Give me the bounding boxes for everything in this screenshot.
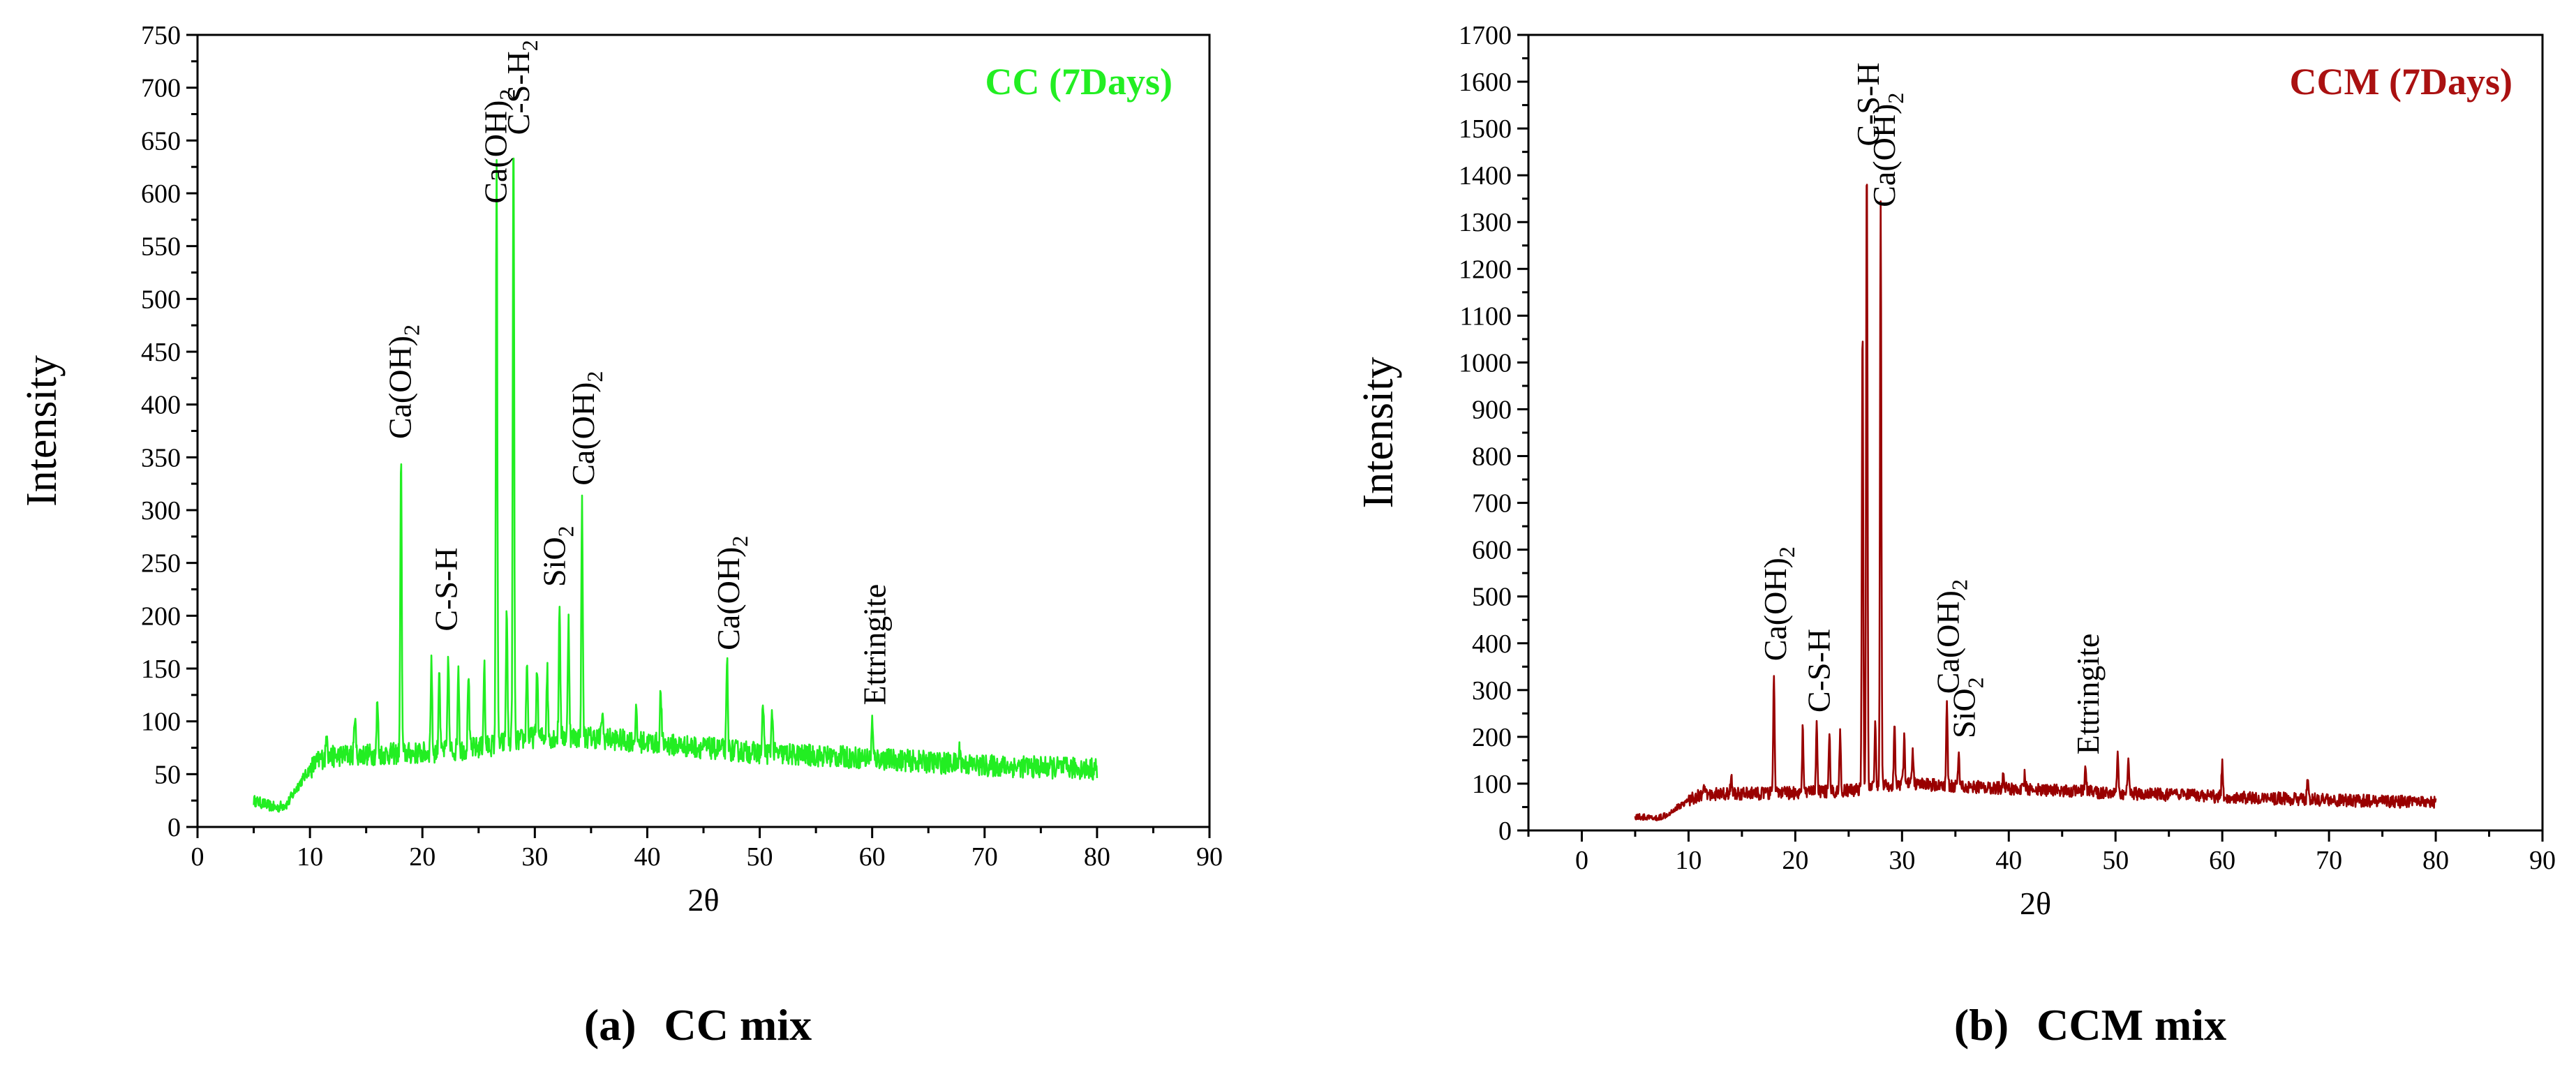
- panel-caption: (a) CC mix: [584, 1000, 812, 1050]
- y-tick-label: 1400: [1459, 161, 1512, 191]
- y-tick-label: 400: [141, 391, 181, 420]
- y-tick-label: 700: [141, 74, 181, 103]
- x-axis-label: 2θ: [2020, 886, 2051, 921]
- y-tick-label: 500: [1472, 583, 1512, 612]
- x-tick-label: 0: [191, 842, 204, 872]
- peak-label: C-S-H2: [500, 40, 542, 135]
- y-axis-label: Intensity: [18, 355, 66, 507]
- y-tick-label: 600: [141, 179, 181, 209]
- peak-label: SiO2: [1946, 677, 1988, 738]
- xrd-series-line: [253, 157, 1099, 813]
- peak-label: Ca(OH)2: [710, 536, 752, 650]
- y-tick-label: 1600: [1459, 68, 1512, 97]
- y-tick-label: 900: [1472, 395, 1512, 424]
- peak-label: Ca(OH)2: [1866, 93, 1908, 207]
- y-tick-label: 450: [141, 338, 181, 367]
- x-tick-label: 90: [1196, 842, 1223, 872]
- peak-label: Ca(OH)2: [1757, 546, 1799, 661]
- peak-label: Ca(OH)2: [1930, 579, 1972, 694]
- peak-label: Ca(OH)2: [478, 89, 520, 204]
- x-tick-label: 0: [1575, 846, 1588, 875]
- x-tick-label: 70: [2316, 846, 2342, 875]
- x-tick-label: 40: [1995, 846, 2022, 875]
- x-tick-label: 10: [297, 842, 323, 872]
- y-tick-label: 1200: [1459, 255, 1512, 284]
- x-tick-label: 70: [971, 842, 998, 872]
- x-tick-label: 60: [2209, 846, 2235, 875]
- y-tick-label: 200: [141, 602, 181, 631]
- chart-panel-b: 0 10 20 30 40 50 60 70 80 90010020030040050060070…: [1355, 21, 2556, 1050]
- x-tick-label: 30: [1889, 846, 1915, 875]
- x-tick-label: 80: [1084, 842, 1110, 872]
- y-tick-label: 350: [141, 443, 181, 472]
- y-tick-label: 0: [1498, 816, 1512, 846]
- y-tick-label: 750: [141, 21, 181, 50]
- panel-caption: (b) CCM mix: [1954, 1000, 2226, 1050]
- x-tick-label: 60: [859, 842, 886, 872]
- y-tick-label: 100: [141, 708, 181, 737]
- y-tick-label: 0: [167, 813, 181, 842]
- y-tick-label: 550: [141, 232, 181, 262]
- y-tick-label: 500: [141, 285, 181, 314]
- y-tick-label: 300: [1472, 676, 1512, 706]
- y-tick-label: 1300: [1459, 208, 1512, 237]
- peak-label: C-S-H: [1850, 63, 1886, 147]
- peak-label: SiO2: [536, 525, 578, 587]
- peak-label: C-S-H: [429, 547, 464, 631]
- y-tick-label: 1100: [1459, 301, 1512, 331]
- y-tick-label: 1500: [1459, 114, 1512, 144]
- plot-frame: [1527, 33, 2544, 832]
- x-tick-label: 20: [1782, 846, 1808, 875]
- x-axis-label: 2θ: [687, 882, 719, 918]
- y-tick-label: 150: [141, 655, 181, 684]
- y-tick-label: 300: [141, 496, 181, 525]
- xrd-series-line: [1634, 184, 2437, 821]
- x-tick-label: 80: [2422, 846, 2449, 875]
- chart-title: CCM (7Days): [2290, 61, 2512, 103]
- y-tick-label: 1700: [1459, 21, 1512, 50]
- y-tick-label: 100: [1472, 770, 1512, 799]
- y-tick-label: 700: [1472, 489, 1512, 519]
- peak-label: Ettringite: [2070, 634, 2106, 755]
- x-tick-label: 10: [1675, 846, 1702, 875]
- y-tick-label: 50: [154, 760, 181, 789]
- x-tick-label: 30: [521, 842, 548, 872]
- plot-frame: [196, 33, 1211, 828]
- peak-label: Ca(OH)2: [565, 371, 607, 486]
- x-tick-label: 90: [2529, 846, 2556, 875]
- peak-label: Ettringite: [857, 584, 893, 706]
- y-tick-label: 400: [1472, 629, 1512, 659]
- y-tick-label: 650: [141, 126, 181, 156]
- y-tick-label: 200: [1472, 723, 1512, 752]
- y-tick-label: 250: [141, 549, 181, 579]
- x-tick-label: 50: [2102, 846, 2129, 875]
- chart-title: CC (7Days): [985, 61, 1172, 103]
- x-tick-label: 20: [409, 842, 435, 872]
- peak-label: Ca(OH)2: [382, 325, 424, 439]
- y-tick-label: 1000: [1459, 348, 1512, 378]
- y-tick-label: 800: [1472, 442, 1512, 472]
- peak-label: C-S-H: [1801, 629, 1837, 713]
- y-tick-label: 600: [1472, 536, 1512, 565]
- x-tick-label: 40: [634, 842, 660, 872]
- x-tick-label: 50: [747, 842, 773, 872]
- y-axis-label: Intensity: [1355, 357, 1402, 509]
- chart-panel-a: 0 10 20 30 40 50 60 70 80 90 0 50 100 150 200 250 300 350…: [18, 21, 1223, 1050]
